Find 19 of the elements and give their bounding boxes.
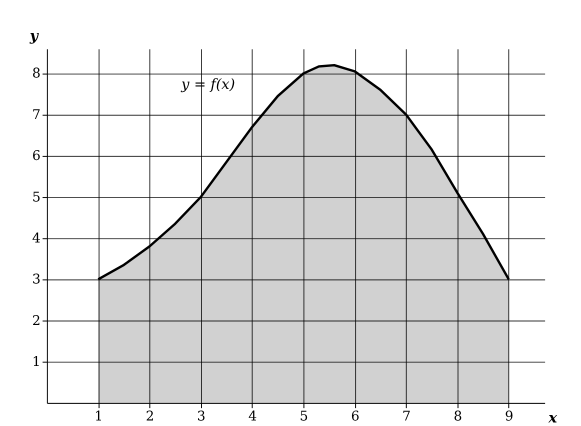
x-tick-label: 6	[350, 410, 360, 425]
x-tick-label: 8	[454, 410, 462, 425]
y-tick-label: 8	[32, 66, 41, 82]
y-tick-label: 2	[32, 314, 41, 329]
y-axis-title: y	[28, 28, 40, 45]
x-tick-label: 4	[248, 410, 257, 425]
x-axis-title: x	[547, 410, 558, 426]
y-tick-label: 4	[32, 231, 41, 246]
x-tick-label: 1	[94, 410, 103, 425]
y-tick-label: 7	[32, 108, 41, 123]
y-tick-label: 5	[32, 190, 41, 206]
x-tick-label: 7	[402, 410, 411, 425]
x-tick-label: 2	[146, 410, 154, 425]
y-tick-label: 1	[32, 354, 41, 370]
y-tick-label: 6	[32, 149, 41, 164]
y-tick-label: 3	[32, 272, 41, 288]
x-tick-label: 9	[504, 410, 514, 425]
x-tick-label: 3	[197, 410, 206, 425]
x-tick-label: 5	[300, 410, 308, 425]
